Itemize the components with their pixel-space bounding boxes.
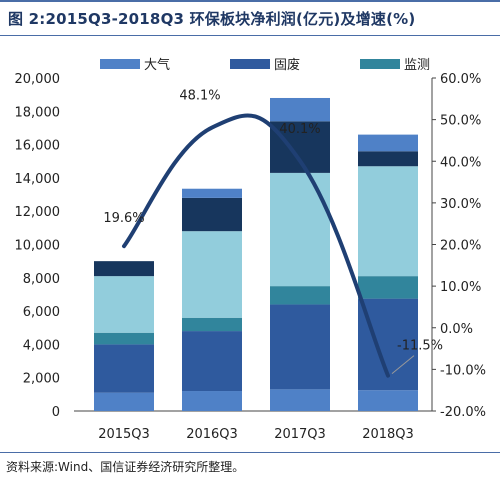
source-bar: 资料来源:Wind、国信证券经济研究所整理。 [0, 452, 500, 478]
legend-label: 固废 [274, 57, 300, 73]
bar-segment [94, 344, 154, 393]
y-right-tick-label: 20.0% [440, 239, 481, 254]
y-left-tick-label: 12,000 [15, 205, 61, 220]
y-left-tick-label: 0 [52, 405, 60, 420]
y-right-tick-label: 50.0% [440, 114, 481, 129]
line-data-label: -11.5% [397, 339, 443, 354]
legend-label: 监测 [404, 58, 430, 73]
bar-segment [94, 261, 154, 277]
bar-segment [182, 188, 242, 198]
title-bar: 图 2:2015Q3-2018Q3 环保板块净利润(亿元)及增速(%) [0, 0, 500, 36]
bar-segment [182, 391, 242, 411]
y-left-tick-label: 6,000 [23, 305, 60, 320]
bar-segment [270, 97, 330, 122]
growth-line [122, 113, 390, 378]
bar-segment [270, 286, 330, 305]
legend-swatch [360, 59, 400, 69]
legend-label: 大气 [144, 57, 170, 73]
y-left-tick-label: 10,000 [15, 239, 61, 254]
label-leader-line [391, 355, 415, 375]
bar-segment [94, 392, 154, 411]
y-right-tick-label: 10.0% [440, 280, 481, 295]
y-left-tick-label: 2,000 [23, 372, 60, 387]
legend-swatch [100, 59, 140, 69]
y-left-tick-label: 18,000 [15, 105, 61, 120]
line-data-label: 40.1% [279, 122, 320, 137]
y-left-tick-label: 8,000 [23, 272, 60, 287]
chart-title: 图 2:2015Q3-2018Q3 环保板块净利润(亿元)及增速(%) [8, 10, 416, 28]
y-right-tick-label: -20.0% [440, 405, 486, 420]
y-left-tick-label: 20,000 [15, 72, 61, 87]
bar-segment [94, 276, 154, 333]
bar-segment [270, 304, 330, 390]
x-tick-label: 2018Q3 [362, 427, 414, 442]
y-left-tick-label: 16,000 [15, 139, 61, 154]
y-right-tick-label: 60.0% [440, 72, 481, 87]
line-data-label: 19.6% [103, 211, 144, 226]
x-tick-label: 2015Q3 [98, 427, 150, 442]
y-right-tick-label: 30.0% [440, 197, 481, 212]
bar-segment [182, 231, 242, 318]
bar-segment [182, 331, 242, 392]
bar-segment [358, 166, 418, 277]
bar-segment [94, 332, 154, 345]
bar-segment [358, 390, 418, 411]
x-tick-label: 2017Q3 [274, 427, 326, 442]
bar-segment [182, 317, 242, 332]
bar-segment [358, 276, 418, 299]
y-right-tick-label: 0.0% [440, 322, 473, 337]
bar-segment [270, 172, 330, 287]
y-right-tick-label: 40.0% [440, 155, 481, 170]
source-note: 资料来源:Wind、国信证券经济研究所整理。 [6, 460, 245, 474]
bar-segment [182, 197, 242, 232]
bar-segment [358, 134, 418, 152]
y-left-tick-label: 4,000 [23, 338, 60, 353]
y-right-tick-label: -10.0% [440, 363, 486, 378]
legend-swatch [230, 59, 270, 69]
bar-segment [358, 151, 418, 167]
y-left-tick-label: 14,000 [15, 172, 61, 187]
bar-segment [270, 389, 330, 411]
line-data-label: 48.1% [179, 89, 220, 104]
x-tick-label: 2016Q3 [186, 427, 238, 442]
